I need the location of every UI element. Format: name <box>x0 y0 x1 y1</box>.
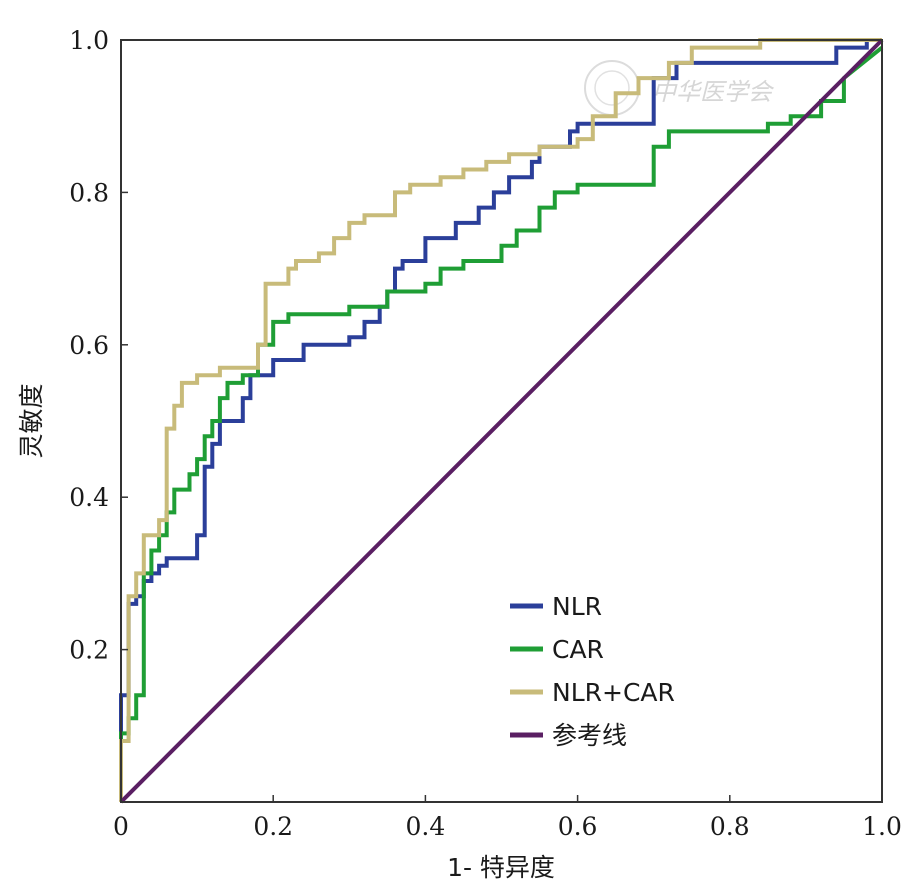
legend-label-2: NLR+CAR <box>552 678 675 707</box>
series-line-0 <box>119 38 882 802</box>
legend: NLR CAR NLR+CAR 参考线 <box>510 592 675 750</box>
watermark-seal-inner-icon <box>594 70 630 106</box>
series-line-3 <box>119 38 884 804</box>
series-line-1 <box>119 46 884 802</box>
legend-label-0: NLR <box>552 592 602 621</box>
y-tick-label-1: 0.4 <box>69 483 109 512</box>
x-tick-label-5: 1.0 <box>862 812 902 841</box>
x-tick-label-1: 0.2 <box>253 812 293 841</box>
watermark-seal-icon <box>584 60 640 116</box>
x-tick-label-0: 0 <box>113 812 129 841</box>
y-tick-label-0: 0.2 <box>69 636 109 665</box>
x-tick-label-3: 0.6 <box>558 812 598 841</box>
ticks-layer: 0 0.2 0.4 0.6 0.8 1.0 0.2 0.4 0.6 0.8 1.0 <box>69 26 902 841</box>
x-tick-label-4: 0.8 <box>710 812 750 841</box>
series-line-2 <box>119 38 882 802</box>
y-tick-label-3: 0.8 <box>69 178 109 207</box>
y-tick-label-4: 1.0 <box>69 26 109 55</box>
watermark-text: 中华医学会 <box>652 78 775 106</box>
plot-frame <box>120 39 883 803</box>
legend-label-3: 参考线 <box>552 721 627 750</box>
series-layer <box>119 38 884 804</box>
legend-label-1: CAR <box>552 635 604 664</box>
watermark: 中华医学会 <box>584 60 775 116</box>
x-axis-title: 1- 特异度 <box>447 853 555 882</box>
y-tick-label-2: 0.6 <box>69 331 109 360</box>
x-tick-label-2: 0.4 <box>406 812 446 841</box>
y-axis-title: 灵敏度 <box>17 383 46 458</box>
